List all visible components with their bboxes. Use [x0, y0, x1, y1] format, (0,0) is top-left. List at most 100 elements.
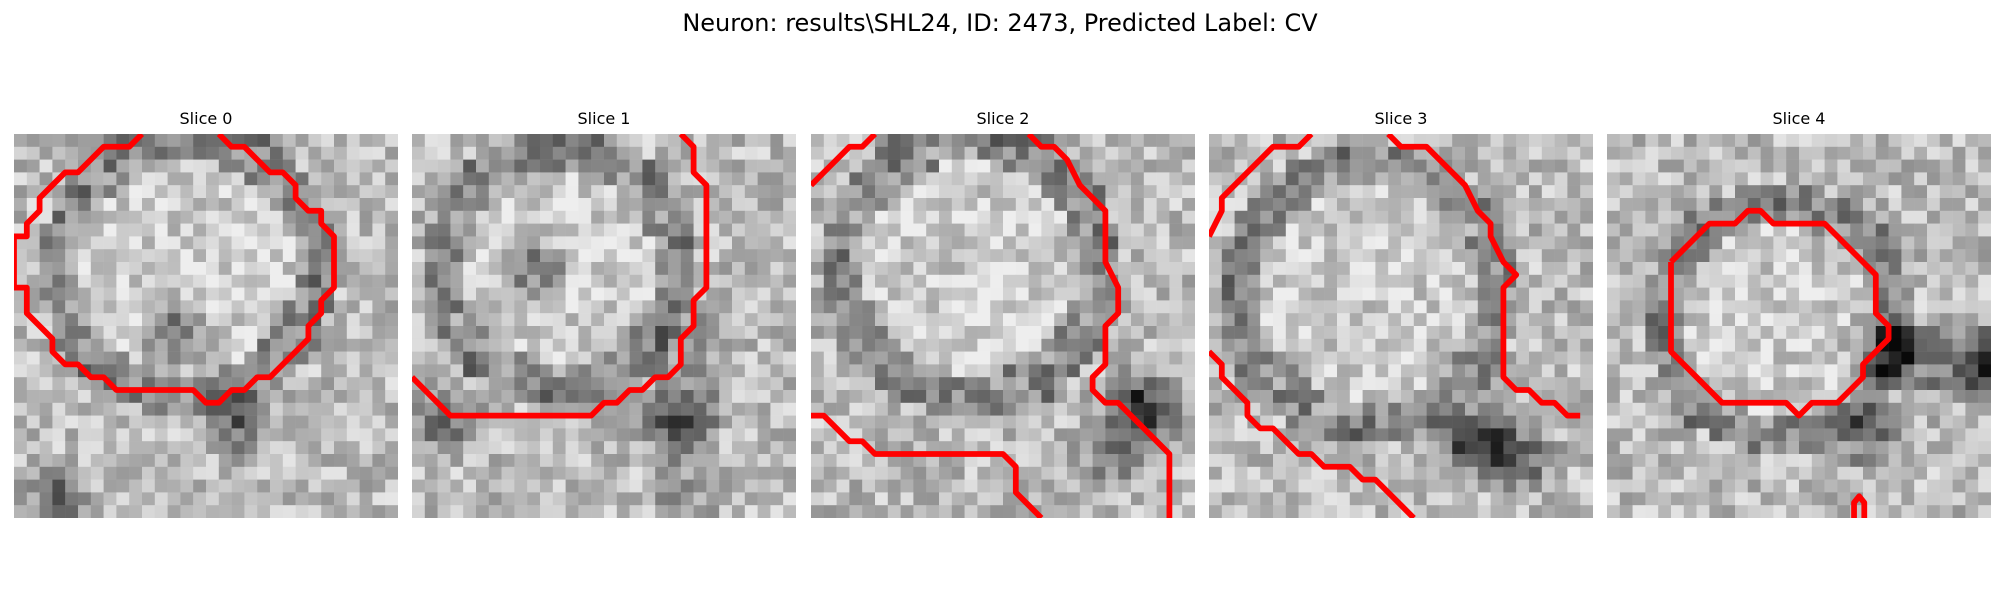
voxel-pixel — [770, 390, 784, 404]
voxel-pixel — [706, 146, 720, 160]
voxel-pixel — [257, 274, 271, 288]
voxel-pixel — [1580, 185, 1593, 199]
voxel-pixel — [1041, 441, 1055, 455]
voxel-pixel — [1632, 351, 1646, 365]
voxel-pixel — [1760, 505, 1774, 518]
voxel-pixel — [14, 274, 28, 288]
voxel-pixel — [811, 262, 825, 276]
voxel-pixel — [116, 492, 130, 506]
voxel-pixel — [488, 428, 502, 442]
voxel-pixel — [218, 428, 232, 442]
voxel-pixel — [939, 172, 953, 186]
voxel-pixel — [1209, 377, 1223, 391]
voxel-pixel — [990, 249, 1004, 263]
voxel-pixel — [1426, 172, 1440, 186]
voxel-pixel — [1850, 390, 1864, 404]
voxel-pixel — [1118, 300, 1132, 314]
voxel-pixel — [1888, 428, 1902, 442]
voxel-pixel — [1221, 134, 1235, 148]
voxel-pixel — [359, 505, 373, 518]
voxel-pixel — [1388, 351, 1402, 365]
voxel-pixel — [52, 492, 66, 506]
voxel-pixel — [193, 428, 207, 442]
voxel-pixel — [1285, 223, 1299, 237]
voxel-pixel — [1118, 134, 1132, 148]
voxel-pixel — [1131, 185, 1145, 199]
voxel-pixel — [1619, 454, 1633, 468]
voxel-pixel — [65, 390, 79, 404]
voxel-pixel — [913, 441, 927, 455]
voxel-pixel — [1939, 402, 1953, 416]
voxel-pixel — [1375, 466, 1389, 480]
voxel-pixel — [668, 415, 682, 429]
voxel-pixel — [1375, 172, 1389, 186]
voxel-pixel — [1273, 326, 1287, 340]
voxel-pixel — [1541, 313, 1555, 327]
voxel-pixel — [642, 390, 656, 404]
voxel-pixel — [1041, 274, 1055, 288]
voxel-pixel — [1837, 249, 1851, 263]
voxel-pixel — [412, 249, 426, 263]
voxel-pixel — [1413, 300, 1427, 314]
voxel-pixel — [951, 287, 965, 301]
voxel-pixel — [154, 390, 168, 404]
voxel-pixel — [1709, 198, 1723, 212]
voxel-pixel — [926, 274, 940, 288]
voxel-pixel — [1683, 198, 1697, 212]
voxel-pixel — [1799, 134, 1813, 148]
voxel-pixel — [693, 441, 707, 455]
voxel-pixel — [14, 402, 28, 416]
voxel-pixel — [1952, 287, 1966, 301]
voxel-pixel — [1209, 146, 1223, 160]
voxel-pixel — [1619, 505, 1633, 518]
voxel-pixel — [65, 185, 79, 199]
voxel-pixel — [1683, 274, 1697, 288]
voxel-pixel — [1337, 300, 1351, 314]
voxel-pixel — [1658, 326, 1672, 340]
voxel-pixel — [1580, 479, 1593, 493]
voxel-pixel — [642, 134, 656, 148]
voxel-pixel — [1799, 223, 1813, 237]
voxel-pixel — [1221, 479, 1235, 493]
voxel-pixel — [1837, 505, 1851, 518]
voxel-pixel — [39, 351, 53, 365]
voxel-pixel — [1939, 249, 1953, 263]
voxel-pixel — [1375, 390, 1389, 404]
voxel-pixel — [1529, 377, 1543, 391]
voxel-pixel — [1541, 351, 1555, 365]
voxel-pixel — [732, 377, 746, 391]
voxel-pixel — [1349, 146, 1363, 160]
voxel-pixel — [926, 364, 940, 378]
voxel-pixel — [1747, 441, 1761, 455]
voxel-pixel — [1477, 402, 1491, 416]
voxel-pixel — [193, 326, 207, 340]
voxel-pixel — [103, 287, 117, 301]
voxel-pixel — [552, 313, 566, 327]
voxel-pixel — [372, 441, 386, 455]
voxel-pixel — [1529, 479, 1543, 493]
voxel-pixel — [693, 492, 707, 506]
voxel-pixel — [1477, 466, 1491, 480]
slice-1-svg — [412, 134, 796, 518]
voxel-pixel — [1388, 377, 1402, 391]
voxel-pixel — [463, 134, 477, 148]
voxel-pixel — [1671, 326, 1685, 340]
voxel-pixel — [1041, 185, 1055, 199]
voxel-pixel — [385, 351, 398, 365]
voxel-pixel — [1221, 326, 1235, 340]
voxel-pixel — [334, 274, 348, 288]
voxel-pixel — [167, 377, 181, 391]
voxel-pixel — [1927, 134, 1941, 148]
voxel-pixel — [26, 415, 40, 429]
voxel-pixel — [642, 441, 656, 455]
voxel-pixel — [1426, 236, 1440, 250]
voxel-pixel — [1067, 134, 1081, 148]
voxel-pixel — [103, 351, 117, 365]
voxel-pixel — [1901, 505, 1915, 518]
voxel-pixel — [26, 134, 40, 148]
voxel-pixel — [706, 236, 720, 250]
voxel-pixel — [1452, 210, 1466, 224]
voxel-pixel — [1554, 338, 1568, 352]
voxel-pixel — [655, 210, 669, 224]
voxel-pixel — [1388, 313, 1402, 327]
